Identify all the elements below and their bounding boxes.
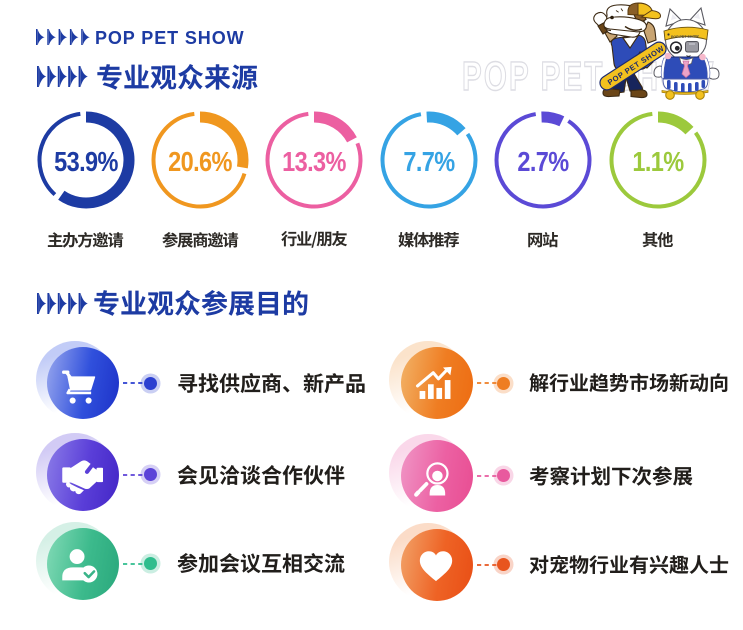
svg-text:POP PET SHOW: POP PET SHOW xyxy=(671,34,699,39)
